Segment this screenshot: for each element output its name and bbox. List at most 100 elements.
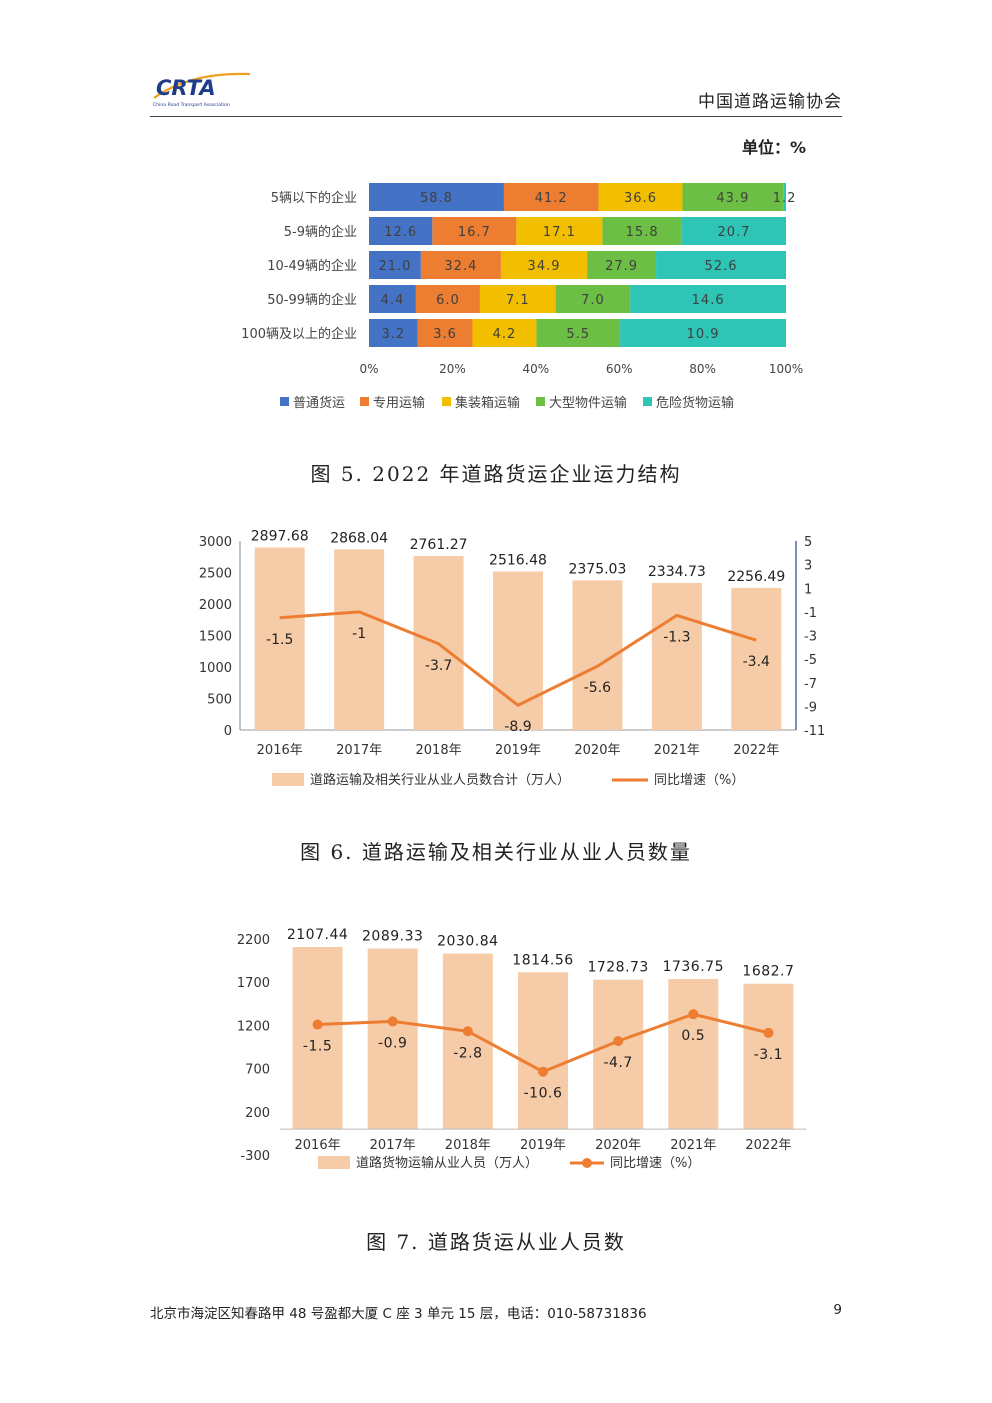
data-label: 52.6 (705, 259, 738, 274)
line-value-label: -0.9 (378, 1035, 407, 1051)
bar (334, 549, 385, 730)
bar (731, 587, 782, 730)
legend-bar-swatch (318, 1156, 350, 1169)
x-tick-label: 2021年 (654, 743, 700, 758)
data-label: 34.9 (528, 259, 561, 274)
y-tick-label: 2500 (199, 567, 232, 582)
category-label: 100辆及以上的企业 (241, 326, 357, 342)
x-tick-label: 2017年 (336, 743, 382, 758)
bar-value-label: 1728.73 (587, 960, 648, 976)
bar-segment (587, 251, 657, 279)
data-label: 1.2 (773, 191, 797, 206)
bar-segment (500, 251, 588, 279)
bar-segment (536, 319, 621, 347)
line-value-label: -5.6 (584, 680, 611, 696)
bar-segment (598, 183, 683, 211)
bar-segment (681, 217, 786, 245)
y-tick-label: 500 (207, 693, 232, 708)
x-tick-label: 80% (689, 362, 716, 376)
y2-tick-label: -3 (804, 630, 817, 645)
bar-segment (602, 217, 682, 245)
y2-tick-label: -11 (804, 724, 825, 739)
data-label: 58.8 (420, 191, 453, 206)
line-value-label: -8.9 (504, 719, 531, 735)
legend-label: 专用运输 (373, 395, 425, 411)
category-label: 50-99辆的企业 (267, 292, 357, 308)
y2-tick-label: 5 (804, 535, 812, 550)
data-label: 20.7 (717, 225, 750, 240)
bar-segment (417, 319, 473, 347)
line-value-label: -10.6 (524, 1086, 563, 1102)
data-label: 14.6 (692, 293, 725, 308)
data-label: 3.2 (382, 327, 406, 342)
line-marker (688, 1009, 699, 1020)
category-label: 5-9辆的企业 (284, 224, 357, 240)
bar-segment (432, 217, 517, 245)
x-tick-label: 2017年 (370, 1138, 416, 1153)
x-tick-label: 2016年 (257, 743, 303, 758)
x-tick-label: 20% (439, 362, 466, 376)
data-label: 41.2 (535, 191, 568, 206)
data-label: 43.9 (716, 191, 749, 206)
bar-value-label: 2030.84 (437, 934, 498, 950)
line-value-label: -2.8 (453, 1045, 482, 1061)
data-label: 27.9 (605, 259, 638, 274)
unit-label: 单位：% (741, 138, 806, 157)
y-tick-label: 1000 (199, 661, 232, 676)
line-marker (387, 1016, 398, 1027)
bar-segment (369, 251, 421, 279)
legend-swatch (360, 397, 369, 406)
bar-value-label: 2107.44 (287, 927, 348, 943)
data-label: 6.0 (436, 293, 460, 308)
x-tick-label: 2020年 (595, 1138, 641, 1153)
y-tick-label: -300 (240, 1149, 270, 1164)
bar-segment (555, 285, 631, 313)
bar-value-label: 1682.7 (742, 964, 794, 980)
legend-label: 危险货物运输 (656, 395, 734, 411)
data-label: 7.0 (581, 293, 605, 308)
bar-segment (415, 285, 480, 313)
x-tick-label: 40% (522, 362, 549, 376)
bar-value-label: 2256.49 (727, 569, 785, 585)
bar-value-label: 2761.27 (410, 537, 468, 553)
page-header: CRTA China Road Transport Association 中国… (150, 66, 842, 117)
bar-segment (369, 217, 433, 245)
data-label: 16.7 (458, 225, 491, 240)
bar-value-label: 2089.33 (362, 929, 423, 945)
x-tick-label: 2016年 (295, 1138, 341, 1153)
bar-segment (472, 319, 537, 347)
y-tick-label: 0 (224, 724, 232, 739)
data-label: 7.1 (506, 293, 530, 308)
legend-label: 大型物件运输 (549, 395, 627, 411)
legend-label: 道路运输及相关行业从业人员数合计（万人） (310, 772, 570, 788)
bar-segment (516, 217, 603, 245)
data-label: 4.2 (493, 327, 517, 342)
x-tick-label: 0% (359, 362, 378, 376)
y2-tick-label: -9 (804, 700, 817, 715)
line-value-label: -1.5 (303, 1039, 332, 1055)
page-number: 9 (833, 1302, 842, 1318)
x-tick-label: 2020年 (574, 743, 620, 758)
x-tick-label: 2022年 (733, 743, 779, 758)
x-tick-label: 2018年 (416, 743, 462, 758)
line-value-label: -1.3 (663, 629, 690, 645)
bar-segment (630, 285, 786, 313)
bar-segment (369, 183, 504, 211)
bar-segment (369, 285, 416, 313)
bar-value-label: 1736.75 (663, 959, 724, 975)
logo-subtext: China Road Transport Association (153, 102, 230, 108)
figure-7-caption: 图 7. 道路货运从业人员数 (366, 1230, 626, 1254)
x-tick-label: 2021年 (670, 1138, 716, 1153)
x-tick-label: 2018年 (445, 1138, 491, 1153)
road-freight-employment-chart: 2200 1700 1200 700 200 -300 2107.44 2016年 2089.3… (237, 927, 806, 1171)
line-marker (462, 1026, 473, 1037)
page-footer: 北京市海淀区知春路甲 48 号盈都大厦 C 座 3 单元 15 层，电话：010… (150, 1302, 842, 1322)
crta-logo: CRTA China Road Transport Association (153, 72, 251, 108)
legend-swatch (442, 397, 451, 406)
data-label: 10.9 (687, 327, 720, 342)
bar (254, 547, 305, 730)
data-label: 3.6 (433, 327, 457, 342)
bar-segment (620, 319, 786, 347)
y2-tick-label: -1 (804, 606, 817, 621)
y2-tick-label: 1 (804, 582, 812, 597)
